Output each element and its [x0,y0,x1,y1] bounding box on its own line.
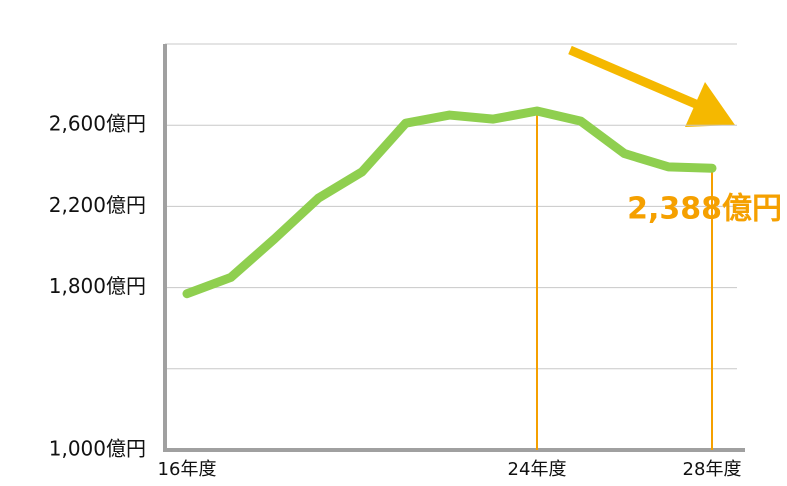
x-tick-label: 24年度 [508,459,567,480]
y-tick-label: 2,200億円 [49,193,146,217]
x-tick-label: 16年度 [158,459,217,480]
trend-arrow-head [685,82,735,127]
data-line [182,106,717,299]
y-tick-label: 1,800億円 [49,274,146,298]
x-tick-label: 28年度 [683,459,742,480]
value-label: 2,388億円 [627,192,782,227]
y-tick-label: 1,000億円 [49,437,146,461]
y-tick-label: 2,600億円 [49,112,146,136]
trend-arrow-shaft [568,45,707,113]
